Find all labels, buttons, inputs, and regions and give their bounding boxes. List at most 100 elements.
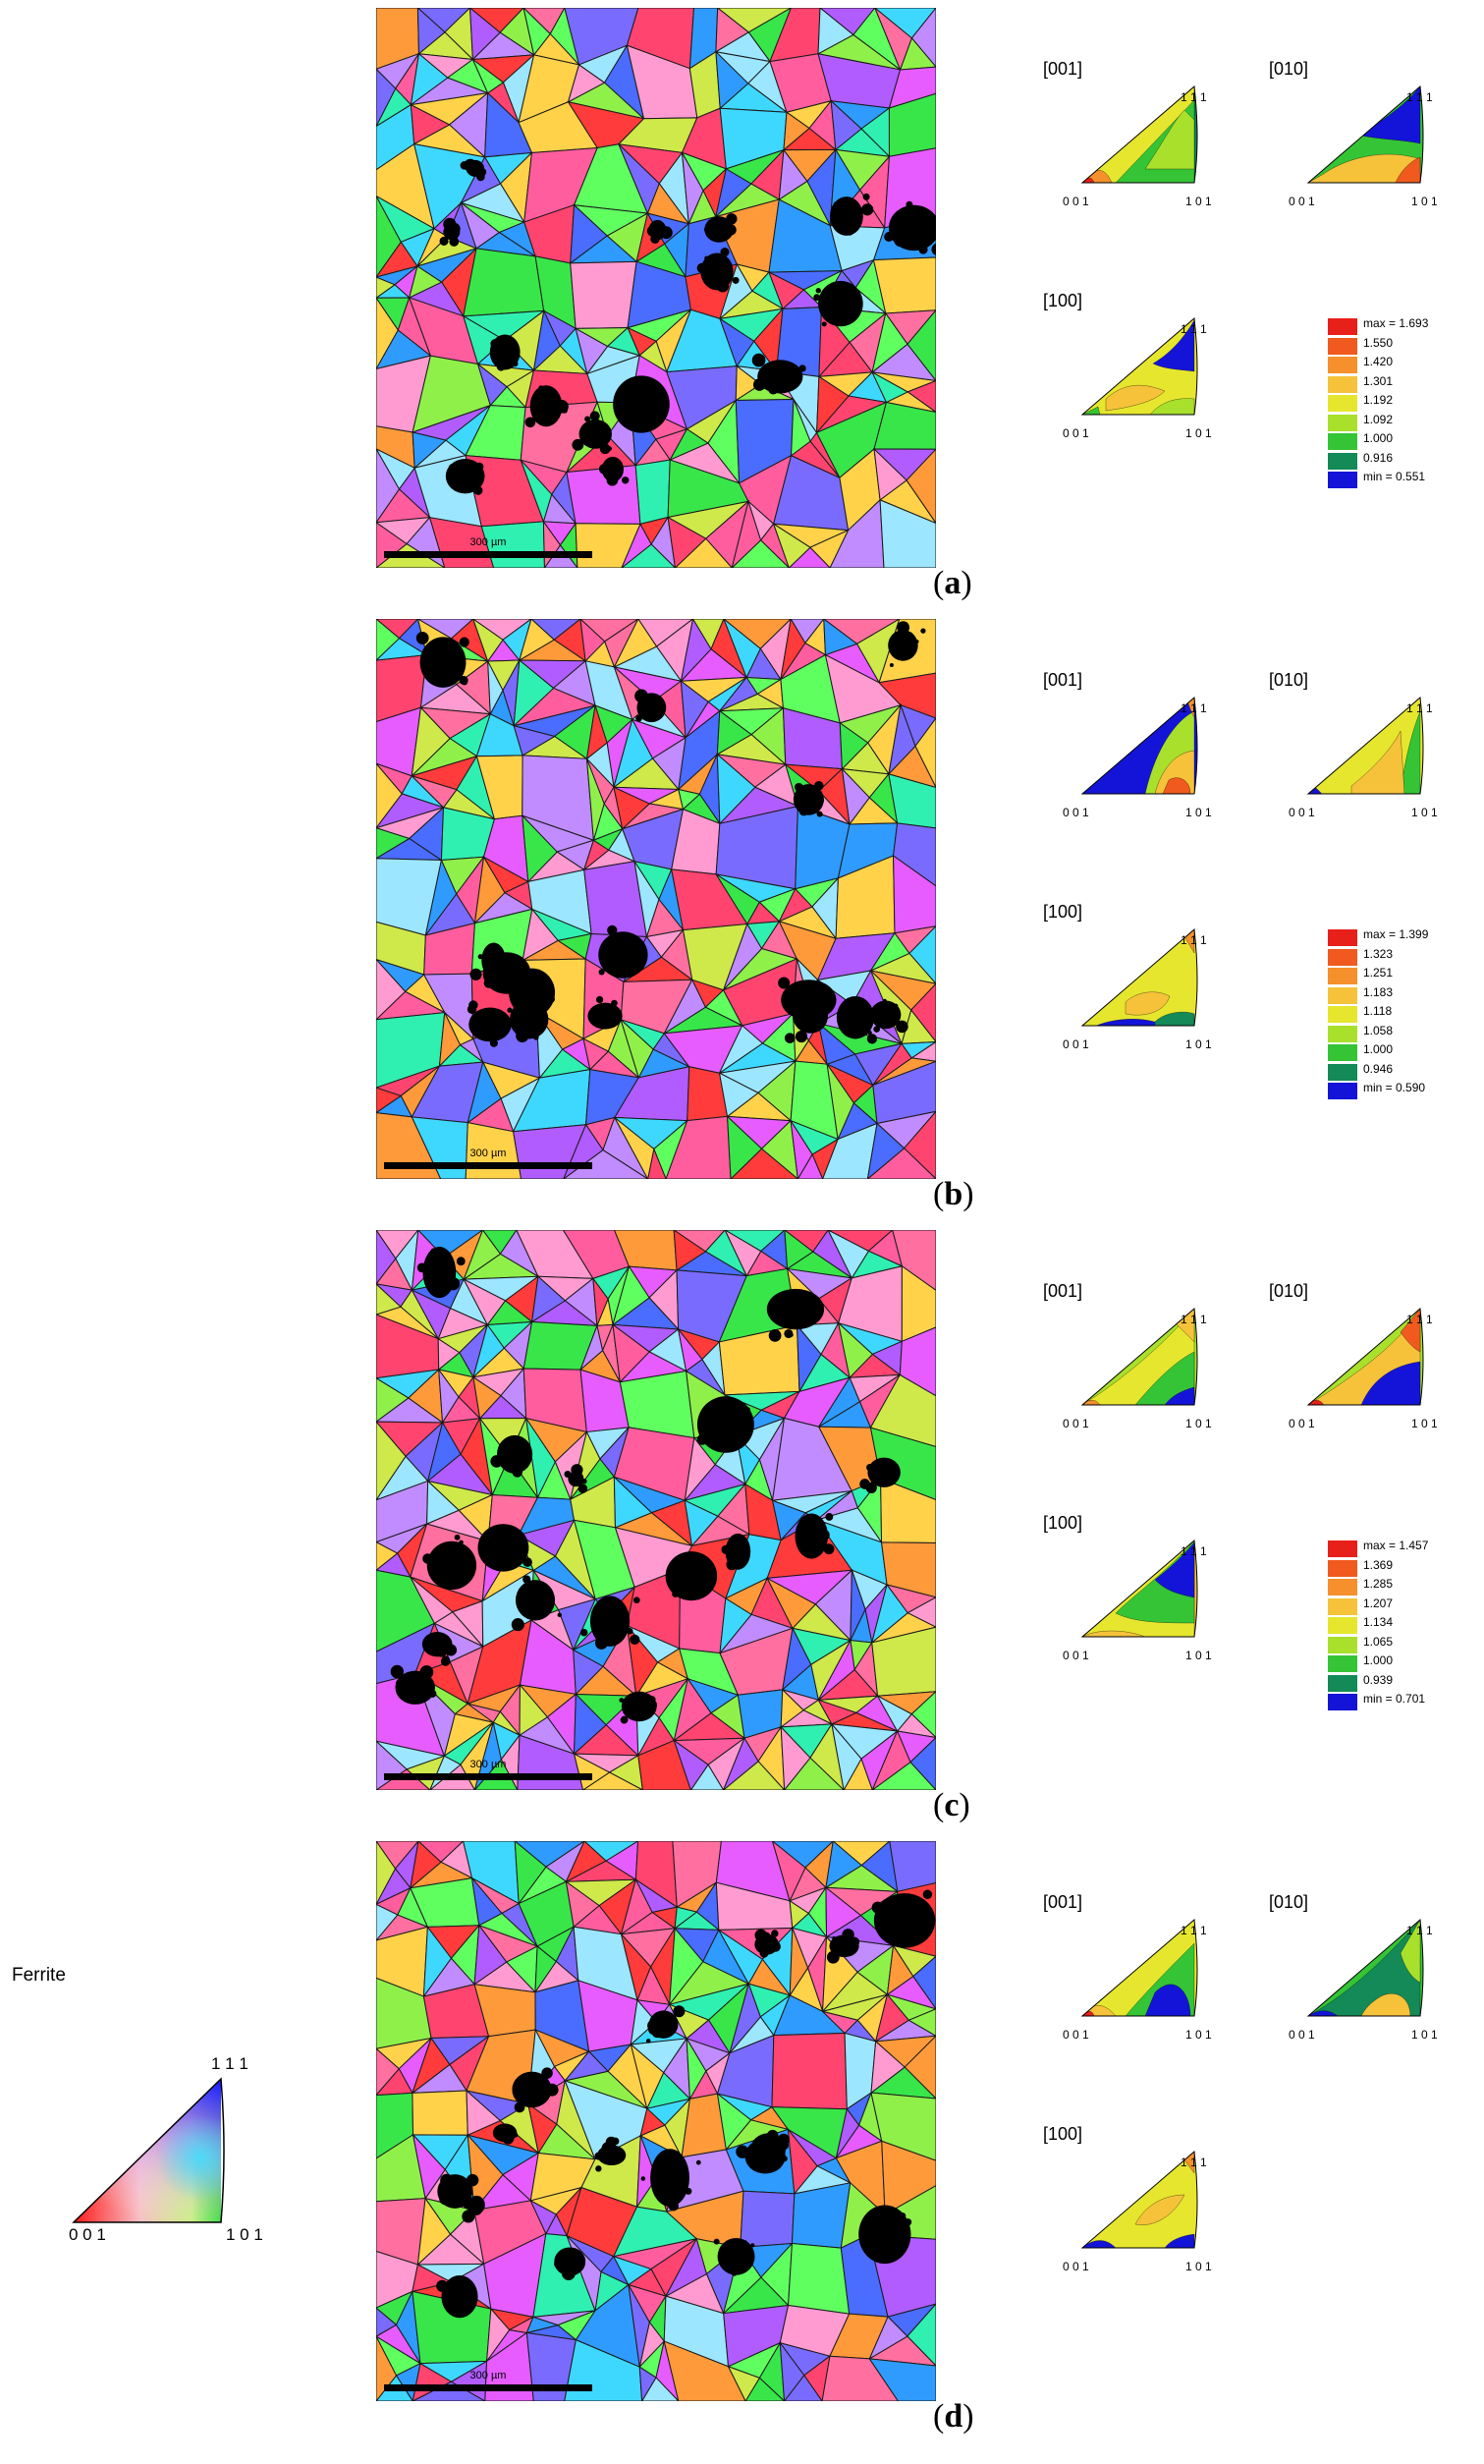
ipf-c-001: [001] 1 1 1 0 0 1 1 0 1 <box>1043 1281 1249 1430</box>
legend-swatch <box>1328 1674 1357 1692</box>
ebsd-map-b: 300 µm <box>376 619 936 1179</box>
corner-label-111: 1 1 1 <box>1406 1924 1433 1937</box>
grain <box>893 822 936 887</box>
unindexed-speck <box>696 1433 708 1445</box>
grain <box>574 1693 607 1756</box>
unindexed-speck <box>636 380 650 395</box>
unindexed-speck <box>821 321 827 327</box>
unindexed-speck <box>440 1656 451 1666</box>
grain <box>869 931 910 973</box>
grain <box>592 1276 609 1326</box>
grain <box>422 1925 453 1998</box>
unindexed-speck <box>698 1568 707 1576</box>
unindexed-speck <box>759 1948 769 1958</box>
corner-label-001: 0 0 1 <box>1063 1037 1089 1051</box>
grain <box>829 498 885 568</box>
grain <box>411 706 451 778</box>
unindexed-speck <box>751 353 766 367</box>
ipf-triangle-outline <box>1080 1919 1198 2017</box>
grain <box>723 619 761 679</box>
unindexed-region <box>529 385 563 427</box>
grain <box>825 1841 863 1889</box>
grain <box>620 1877 653 1935</box>
unindexed-region <box>589 1596 631 1647</box>
ipf-contour-region <box>1360 1993 1411 2016</box>
key-outline <box>72 2077 225 2223</box>
legend-swatch <box>1328 375 1357 393</box>
unindexed-speck <box>642 701 653 712</box>
ipf-c-100: [100] 1 1 1 0 0 1 1 0 1 <box>1043 1513 1249 1662</box>
legend-swatch <box>1328 1083 1357 1099</box>
unindexed-speck <box>554 2261 562 2268</box>
unindexed-speck <box>577 1484 588 1493</box>
grain <box>886 1943 914 1996</box>
legend-value: 1.369 <box>1363 1557 1394 1572</box>
grain <box>787 2243 851 2315</box>
unindexed-region <box>426 1540 477 1591</box>
grain <box>718 1930 763 1986</box>
grain <box>820 2010 859 2035</box>
grain <box>376 762 403 829</box>
grain <box>630 1998 657 2046</box>
inverse-pole-figure <box>1306 85 1424 184</box>
tag-close: ) <box>962 2398 974 2435</box>
grain <box>376 1903 399 1941</box>
grain <box>791 399 811 457</box>
unindexed-speck <box>713 2238 720 2245</box>
unindexed-speck <box>720 248 730 257</box>
unindexed-speck <box>490 339 500 349</box>
unindexed-speck <box>739 1540 745 1545</box>
legend-value: 1.192 <box>1363 393 1394 407</box>
unindexed-speck <box>632 939 645 954</box>
unindexed-speck <box>446 1276 461 1291</box>
grain <box>525 2316 560 2334</box>
corner-label-111: 1 1 1 <box>1406 701 1433 715</box>
grain <box>790 1120 813 1179</box>
legend-swatch <box>1328 968 1357 984</box>
unindexed-speck <box>514 993 520 999</box>
legend-value: 1.000 <box>1363 1653 1394 1667</box>
grain <box>476 363 508 407</box>
unindexed-speck <box>483 978 494 988</box>
ipf-triangle-outline <box>1080 317 1198 416</box>
grain <box>376 2047 400 2097</box>
ipf-a-001: [001] 1 1 1 0 0 1 1 0 1 <box>1043 59 1249 208</box>
grain <box>684 1436 716 1502</box>
corner-label-111: 1 1 1 <box>1181 1313 1207 1326</box>
panel-label-c: (c) <box>933 1786 970 1825</box>
unindexed-speck <box>611 999 618 1007</box>
unindexed-speck <box>827 295 833 300</box>
grain <box>469 8 501 61</box>
unindexed-region <box>621 1691 657 1722</box>
inverse-pole-figure <box>1306 1308 1424 1406</box>
grain <box>789 1928 809 1997</box>
ipf-direction-label: [001] <box>1043 1281 1083 1301</box>
unindexed-speck <box>632 1596 640 1604</box>
corner-label-101: 1 0 1 <box>1185 1037 1212 1051</box>
unindexed-speck <box>820 1012 826 1018</box>
unindexed-speck <box>538 385 543 390</box>
grain <box>620 1018 654 1080</box>
corner-label-101: 1 0 1 <box>1185 1417 1212 1430</box>
tag-close: ) <box>959 1787 970 1823</box>
unindexed-speck <box>710 218 724 231</box>
grain <box>613 786 651 830</box>
unindexed-region <box>818 280 863 327</box>
grain <box>634 459 671 526</box>
unindexed-speck <box>449 1584 455 1590</box>
grain <box>889 1841 936 1892</box>
grain <box>899 1326 936 1397</box>
tag-letter: b <box>944 1176 963 1212</box>
unindexed-speck <box>731 2269 738 2276</box>
ipf-triangle-outline <box>1080 2151 1198 2249</box>
unindexed-speck <box>874 1010 881 1018</box>
ipf-direction-label: [100] <box>1043 1513 1083 1533</box>
unindexed-speck <box>524 417 536 428</box>
grain <box>830 99 862 151</box>
grain <box>573 1649 604 1696</box>
unindexed-speck <box>833 201 840 207</box>
unindexed-speck <box>682 2177 688 2184</box>
unindexed-speck <box>797 1314 804 1321</box>
unindexed-speck <box>474 462 484 472</box>
corner-label-111: 1 1 1 <box>1181 322 1207 336</box>
